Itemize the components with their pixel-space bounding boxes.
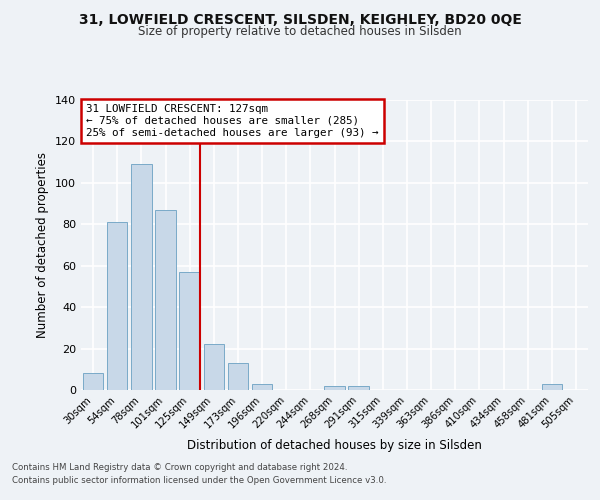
Text: Size of property relative to detached houses in Silsden: Size of property relative to detached ho… <box>138 25 462 38</box>
Bar <box>227 363 248 390</box>
Bar <box>179 272 200 390</box>
Y-axis label: Number of detached properties: Number of detached properties <box>37 152 49 338</box>
Text: Contains HM Land Registry data © Crown copyright and database right 2024.: Contains HM Land Registry data © Crown c… <box>12 462 347 471</box>
Text: Contains public sector information licensed under the Open Government Licence v3: Contains public sector information licen… <box>12 476 386 485</box>
Bar <box>542 384 562 390</box>
Bar <box>324 386 345 390</box>
Bar <box>349 386 369 390</box>
Bar <box>131 164 152 390</box>
Text: 31 LOWFIELD CRESCENT: 127sqm
← 75% of detached houses are smaller (285)
25% of s: 31 LOWFIELD CRESCENT: 127sqm ← 75% of de… <box>86 104 379 138</box>
Bar <box>252 384 272 390</box>
Bar <box>83 374 103 390</box>
Bar <box>107 222 127 390</box>
Bar <box>155 210 176 390</box>
X-axis label: Distribution of detached houses by size in Silsden: Distribution of detached houses by size … <box>187 439 482 452</box>
Text: 31, LOWFIELD CRESCENT, SILSDEN, KEIGHLEY, BD20 0QE: 31, LOWFIELD CRESCENT, SILSDEN, KEIGHLEY… <box>79 12 521 26</box>
Bar <box>203 344 224 390</box>
